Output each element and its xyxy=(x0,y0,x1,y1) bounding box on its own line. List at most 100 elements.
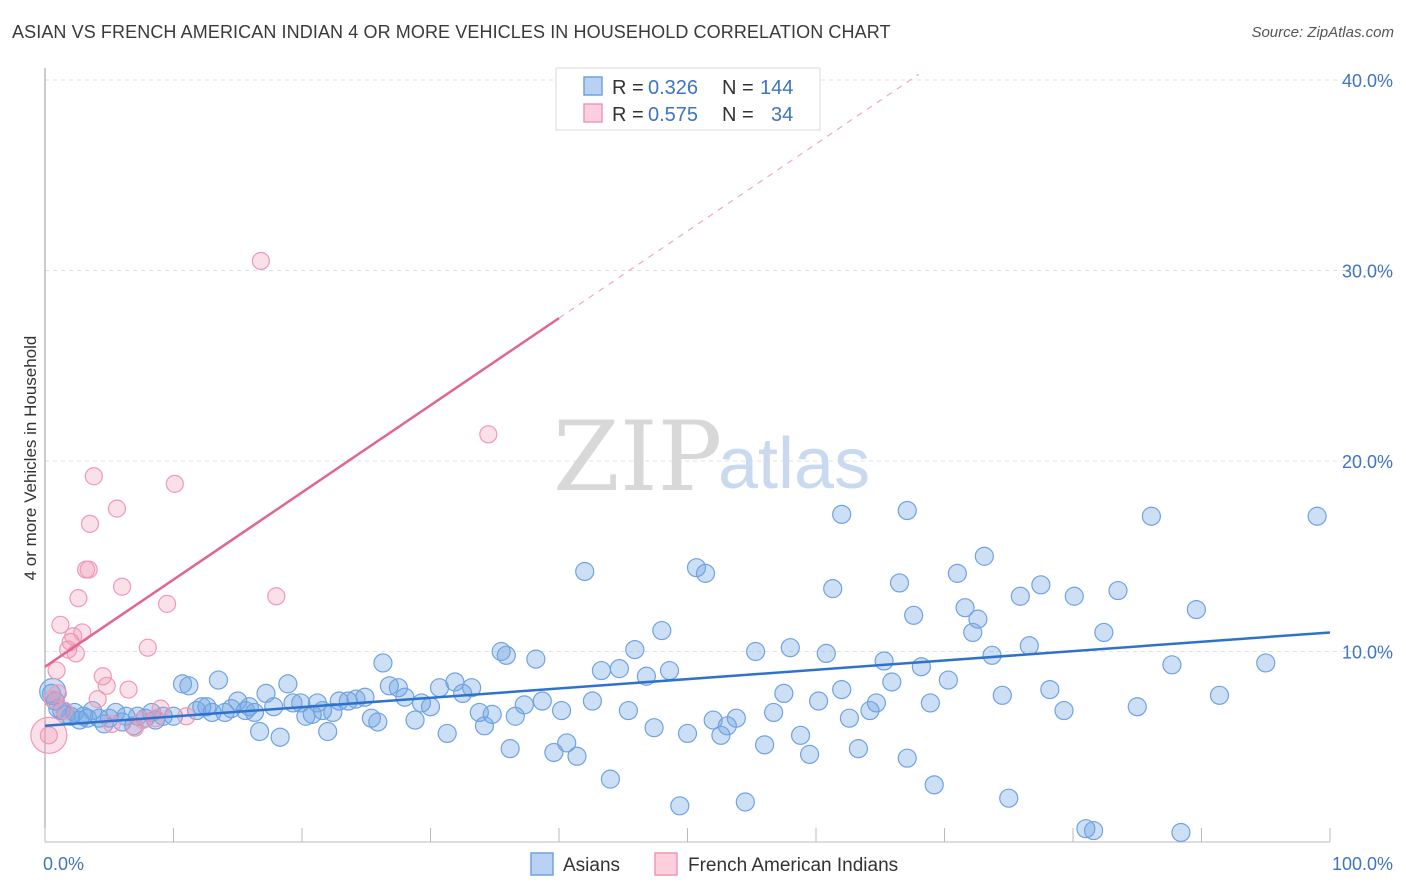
point-asians-36 xyxy=(244,702,265,723)
point-asians-137 xyxy=(1040,679,1060,700)
point-asians-56 xyxy=(373,653,393,673)
point-asians-107 xyxy=(790,725,811,745)
point-asians-127 xyxy=(955,598,975,618)
point-asians-88 xyxy=(625,639,645,660)
point-asians-135 xyxy=(1019,636,1039,656)
point-asians-150 xyxy=(1256,653,1276,673)
point-french-14 xyxy=(88,690,107,709)
point-french-2 xyxy=(47,661,66,680)
point-asians-124 xyxy=(924,775,944,795)
point-asians-69 xyxy=(474,716,495,736)
point-asians-84 xyxy=(591,660,612,681)
point-asians-76 xyxy=(526,649,546,669)
point-asians-39 xyxy=(264,697,284,717)
point-asians-102 xyxy=(746,641,766,662)
y-tick-labels: 10.0% 20.0% 30.0% 40.0% xyxy=(1342,71,1393,663)
point-asians-85 xyxy=(600,769,621,789)
point-asians-140 xyxy=(1076,819,1096,839)
y-tick-label-1: 20.0% xyxy=(1342,452,1393,472)
point-asians-97 xyxy=(703,710,723,730)
chart-title: ASIAN VS FRENCH AMERICAN INDIAN 4 OR MOR… xyxy=(12,22,891,42)
point-asians-33 xyxy=(228,691,248,711)
point-french-16 xyxy=(97,676,116,695)
point-asians-113 xyxy=(839,708,860,728)
point-asians-100 xyxy=(726,708,746,728)
legend-r-label-asians: R = xyxy=(612,77,644,99)
point-french-20 xyxy=(119,680,138,699)
point-french-15 xyxy=(93,667,112,686)
point-asians-82 xyxy=(575,561,595,582)
point-asians-48 xyxy=(318,721,338,742)
point-asians-144 xyxy=(1127,697,1147,717)
point-asians-139 xyxy=(1064,586,1084,606)
point-asians-77 xyxy=(532,691,552,711)
point-asians-136 xyxy=(1031,575,1051,595)
point-asians-143 xyxy=(1108,580,1128,601)
point-asians-103 xyxy=(754,735,775,755)
point-asians-134 xyxy=(1010,586,1030,606)
point-asians-49 xyxy=(323,702,343,723)
point-french-18 xyxy=(107,499,127,518)
point-asians-149 xyxy=(1209,685,1230,705)
point-asians-126 xyxy=(947,563,967,583)
point-asians-153 xyxy=(897,500,917,521)
point-asians-114 xyxy=(848,739,869,759)
point-asians-75 xyxy=(514,695,534,715)
point-asians-27 xyxy=(192,697,212,717)
trend-line-french-extension xyxy=(558,73,920,319)
point-asians-59 xyxy=(395,687,415,707)
watermark: ZIP atlas xyxy=(553,401,870,513)
point-french-12 xyxy=(80,514,100,533)
legend-swatch-french xyxy=(583,103,603,123)
point-asians-130 xyxy=(974,546,994,566)
point-french-19 xyxy=(112,577,132,596)
point-asians-125 xyxy=(938,670,958,690)
point-asians-70 xyxy=(482,704,502,724)
legend-r-value-french: 0.575 xyxy=(648,104,698,126)
point-asians-111 xyxy=(823,579,843,599)
point-asians-40 xyxy=(270,727,290,747)
point-asians-55 xyxy=(368,712,388,732)
point-asians-60 xyxy=(405,710,425,730)
point-french-23 xyxy=(138,638,157,657)
point-asians-133 xyxy=(999,788,1019,808)
point-asians-116 xyxy=(866,693,886,713)
legend-n-value-french: 34 xyxy=(771,104,793,126)
point-asians-72 xyxy=(496,645,516,665)
point-asians-62 xyxy=(420,697,441,717)
point-french-3 xyxy=(51,615,70,634)
point-french-17 xyxy=(102,714,121,733)
point-asians-106 xyxy=(780,638,800,658)
point-asians-104 xyxy=(763,702,784,723)
point-asians-80 xyxy=(557,733,577,753)
trend-line-asians xyxy=(44,631,1331,728)
point-french-30 xyxy=(267,587,286,606)
point-french-33 xyxy=(79,560,98,579)
chart-source: Source: ZipAtlas.com xyxy=(1251,24,1394,41)
legend-n-label-asians: N = xyxy=(722,77,754,99)
legend-r-label-french: R = xyxy=(612,104,644,126)
point-asians-41 xyxy=(278,674,298,694)
point-asians-25 xyxy=(179,676,199,696)
point-asians-98 xyxy=(711,725,731,745)
point-asians-10 xyxy=(82,700,103,721)
x-tick-label-max: 100.0% xyxy=(1332,854,1393,874)
point-asians-146 xyxy=(1162,655,1182,675)
point-asians-78 xyxy=(544,742,564,763)
bottom-legend: Asians French American Indians xyxy=(530,852,898,876)
point-asians-138 xyxy=(1054,700,1074,721)
point-asians-64 xyxy=(437,723,457,744)
trend-lines xyxy=(44,73,1331,728)
point-asians-67 xyxy=(462,678,482,698)
point-asians-109 xyxy=(808,691,829,711)
y-tick-label-0: 10.0% xyxy=(1342,643,1393,663)
point-french-29 xyxy=(251,251,270,271)
point-french-1 xyxy=(43,690,62,709)
point-french-26 xyxy=(157,594,177,613)
point-asians-123 xyxy=(920,693,940,713)
point-asians-145 xyxy=(1141,506,1161,526)
point-asians-87 xyxy=(618,700,638,721)
point-asians-83 xyxy=(582,691,603,711)
point-french-31 xyxy=(479,425,498,444)
